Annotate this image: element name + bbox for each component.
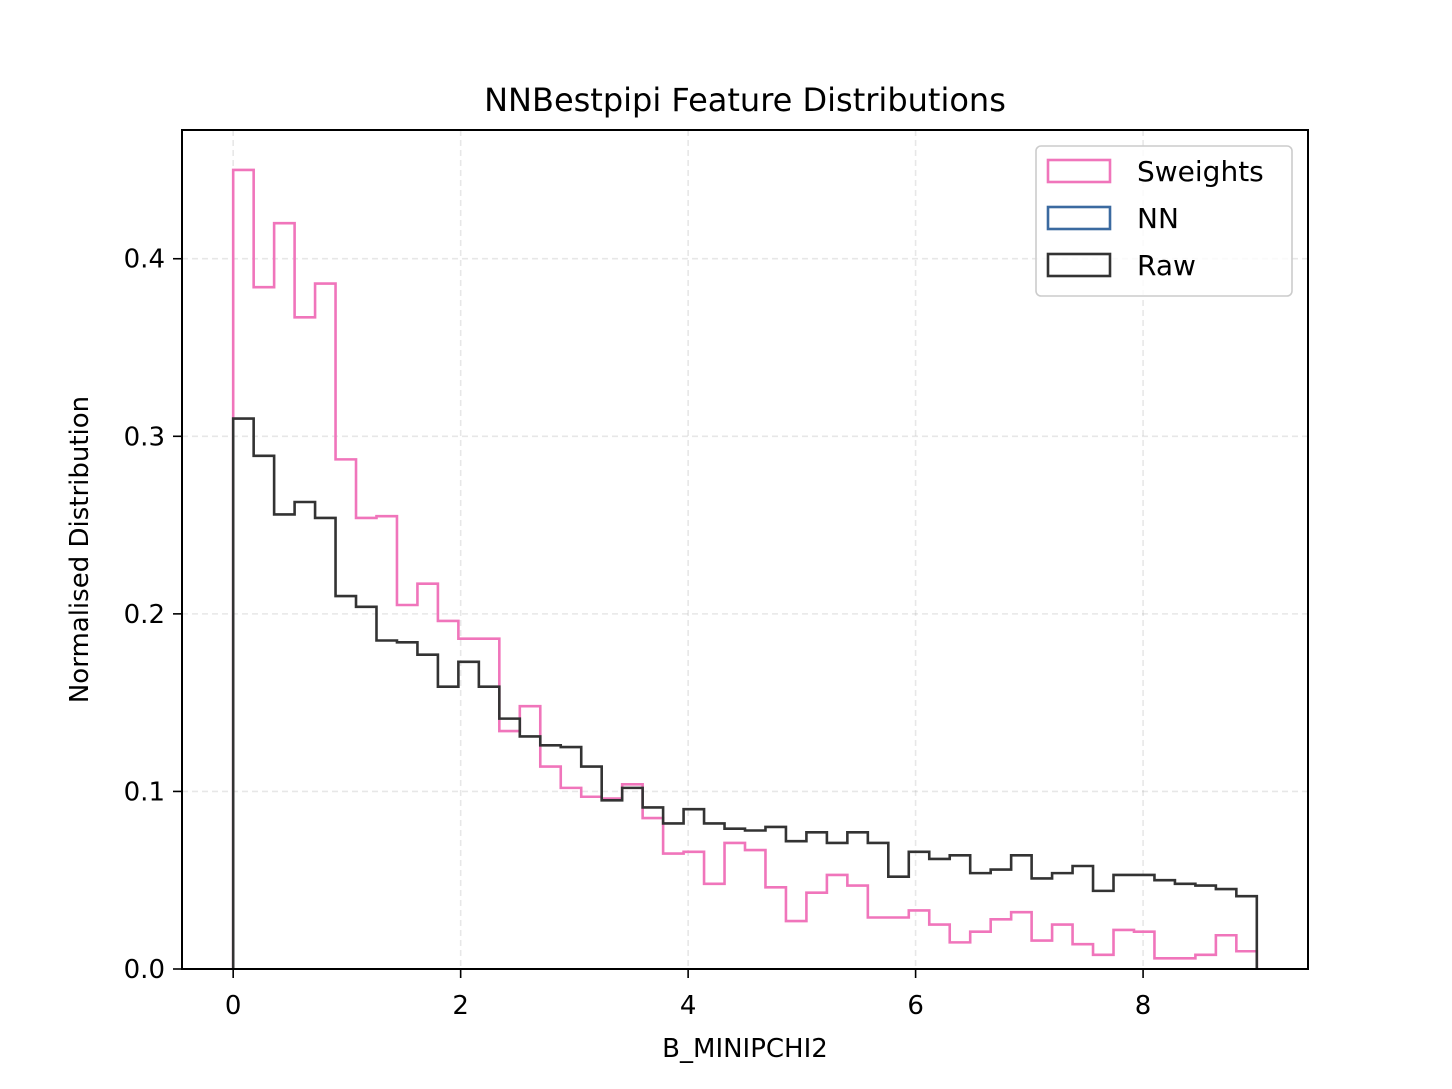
x-tick-label-3: 6 bbox=[907, 991, 924, 1021]
plot-frame bbox=[181, 129, 1309, 970]
histogram-series bbox=[231, 168, 1259, 969]
legend-box bbox=[1035, 145, 1293, 297]
legend-swatch-sweights bbox=[1046, 158, 1112, 184]
y-tick-label-2: 0.2 bbox=[124, 600, 165, 630]
y-tick-label-1: 0.1 bbox=[124, 777, 165, 807]
legend: Sweights NN Raw bbox=[1035, 145, 1293, 297]
chart-title: NNBestpipi Feature Distributions bbox=[484, 81, 1006, 119]
series-sweights-step bbox=[231, 168, 1259, 969]
y-tick-label-4: 0.4 bbox=[124, 245, 165, 275]
x-tick-label-2: 4 bbox=[680, 991, 697, 1021]
x-tick-label-0: 0 bbox=[225, 991, 242, 1021]
legend-label-nn: NN bbox=[1137, 202, 1179, 235]
y-axis-label: Normalised Distribution bbox=[65, 396, 95, 703]
x-tick-label-1: 2 bbox=[452, 991, 469, 1021]
series-raw-step bbox=[231, 417, 1259, 969]
legend-label-raw: Raw bbox=[1137, 249, 1196, 282]
legend-label-sweights: Sweights bbox=[1137, 155, 1264, 188]
x-axis-label: B_MINIPCHI2 bbox=[662, 1034, 828, 1064]
y-tick-label-0: 0.0 bbox=[124, 955, 165, 985]
legend-swatch-nn bbox=[1046, 205, 1112, 231]
axis-ticks: 0 2 4 6 8 0.0 0.1 0.2 0.3 0.4 bbox=[124, 245, 1152, 1021]
y-tick-label-3: 0.3 bbox=[124, 422, 165, 452]
legend-swatch-raw bbox=[1046, 252, 1112, 278]
x-tick-label-4: 8 bbox=[1135, 991, 1152, 1021]
